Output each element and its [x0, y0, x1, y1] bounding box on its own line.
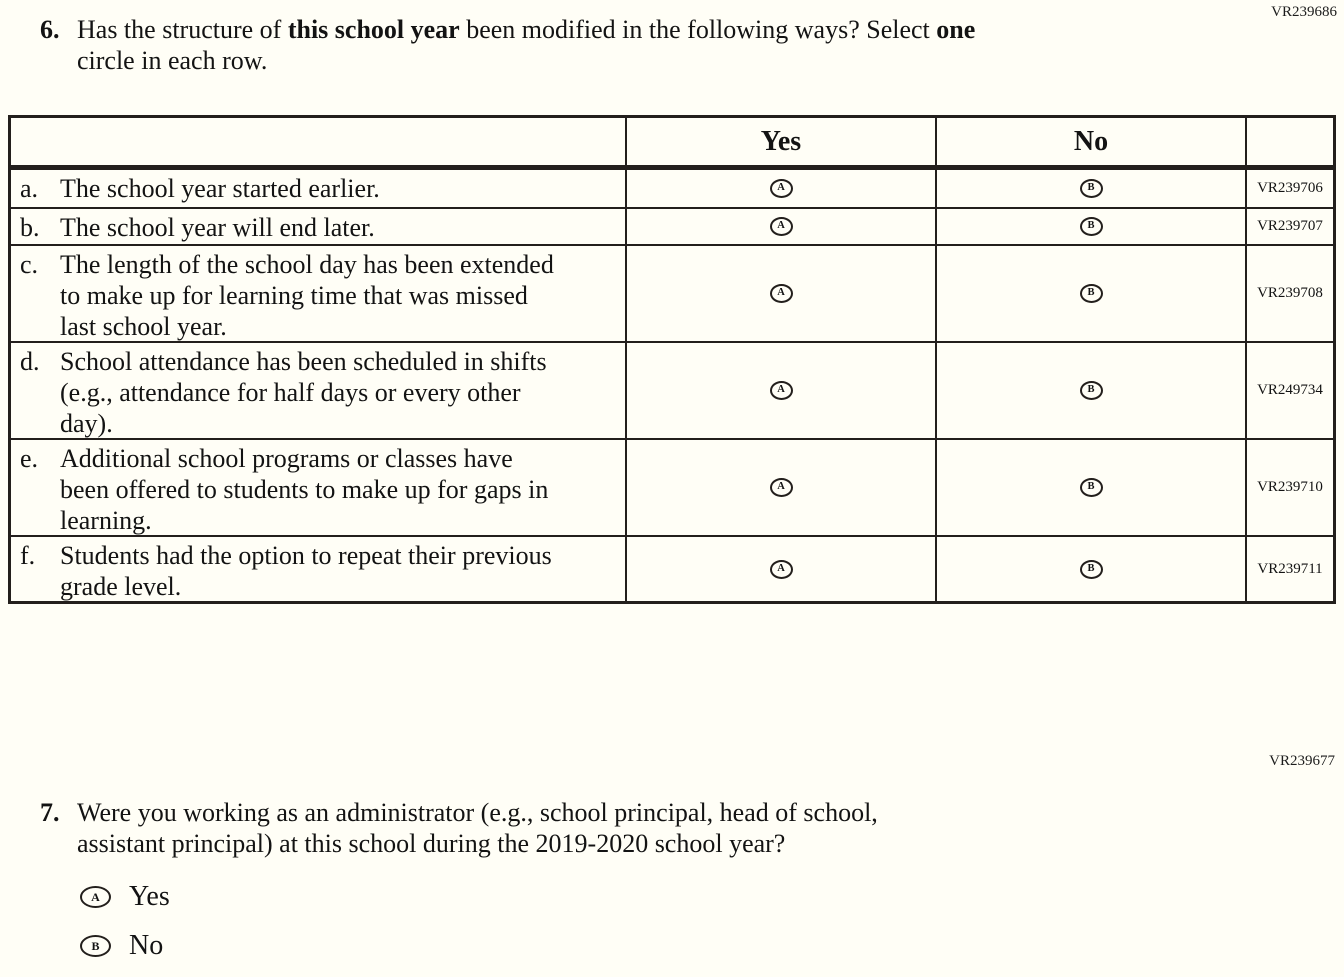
question7-number: 7.	[40, 798, 60, 827]
question7-line1: Were you working as an administrator (e.…	[77, 798, 878, 827]
no-cell: B	[935, 537, 1245, 601]
statement-cell: c. The length of the school day has been…	[11, 246, 625, 341]
no-radio[interactable]: B	[1079, 217, 1103, 236]
yes-radio[interactable]: A	[769, 217, 793, 236]
option-yes-label: Yes	[129, 881, 170, 912]
yes-cell: A	[625, 170, 935, 207]
yes-radio[interactable]: A	[769, 478, 793, 497]
row-statement: The school year will end later.	[60, 213, 375, 242]
row-statement: School attendance has been scheduled in …	[60, 347, 547, 438]
no-column-header: No	[1073, 125, 1109, 157]
yes-cell: A	[625, 343, 935, 438]
option-a-radio[interactable]: A	[80, 886, 111, 908]
question6-response-table: Yes No a. The school year started earlie…	[8, 115, 1336, 604]
table-row-c: c. The length of the school day has been…	[11, 244, 1333, 341]
yes-cell: A	[625, 209, 935, 244]
yes-radio[interactable]: A	[769, 284, 793, 303]
no-radio[interactable]: B	[1079, 381, 1103, 400]
header-yes-cell: Yes	[625, 118, 935, 165]
header-statement-cell	[11, 118, 625, 165]
row-code: VR239706	[1245, 170, 1333, 207]
no-radio[interactable]: B	[1079, 478, 1103, 497]
no-radio[interactable]: B	[1079, 559, 1103, 579]
question7-form-code: VR239677	[1269, 753, 1335, 769]
no-cell: B	[935, 440, 1245, 535]
question6-text: Has the structure of this school year be…	[77, 14, 975, 76]
statement-cell: e. Additional school programs or classes…	[11, 440, 625, 535]
row-code: VR249734	[1245, 343, 1333, 438]
header-code-cell	[1245, 118, 1333, 165]
row-letter: a.	[20, 174, 39, 203]
table-row-f: f. Students had the option to repeat the…	[11, 535, 1333, 601]
question6-bold1: this school year	[287, 15, 460, 44]
statement-cell: f. Students had the option to repeat the…	[11, 537, 625, 601]
yes-cell: A	[625, 246, 935, 341]
yes-radio[interactable]: A	[769, 381, 793, 400]
table-header-row: Yes No	[11, 118, 1333, 165]
yes-column-header: Yes	[760, 125, 802, 157]
row-code: VR239708	[1245, 246, 1333, 341]
statement-cell: d. School attendance has been scheduled …	[11, 343, 625, 438]
question6-seg1: Has the structure of	[77, 15, 288, 44]
option-b-radio[interactable]: B	[80, 935, 111, 957]
row-code: VR239707	[1245, 209, 1333, 244]
statement-cell: a. The school year started earlier.	[11, 170, 625, 207]
question7-text: Were you working as an administrator (e.…	[77, 797, 878, 859]
no-cell: B	[935, 343, 1245, 438]
question6-bold2: one	[936, 15, 976, 44]
question6-line2: circle in each row.	[77, 46, 268, 75]
header-no-cell: No	[935, 118, 1245, 165]
question7-option-yes[interactable]: A Yes	[80, 883, 170, 911]
no-cell: B	[935, 209, 1245, 244]
question7: 7. Were you working as an administrator …	[40, 797, 878, 859]
table-row-b: b. The school year will end later. A B V…	[11, 207, 1333, 244]
row-statement: Additional school programs or classes ha…	[60, 444, 549, 535]
yes-radio[interactable]: A	[769, 559, 793, 579]
yes-cell: A	[625, 440, 935, 535]
header-double-rule	[11, 165, 1333, 170]
question7-option-no[interactable]: B No	[80, 932, 163, 960]
row-code: VR239710	[1245, 440, 1333, 535]
question7-line2: assistant principal) at this school duri…	[77, 829, 786, 858]
option-no-label: No	[129, 930, 164, 961]
row-letter: b.	[20, 213, 40, 242]
no-radio[interactable]: B	[1079, 284, 1103, 303]
yes-radio[interactable]: A	[769, 179, 793, 198]
row-letter: e.	[20, 444, 39, 473]
no-cell: B	[935, 170, 1245, 207]
row-code: VR239711	[1245, 537, 1333, 601]
question6-form-code: VR239686	[1271, 4, 1337, 20]
question6-line1: Has the structure of this school year be…	[77, 14, 975, 45]
no-cell: B	[935, 246, 1245, 341]
question6-seg2: been modified in the following ways? Sel…	[459, 15, 937, 44]
row-statement: The school year started earlier.	[60, 174, 380, 203]
table-row-d: d. School attendance has been scheduled …	[11, 341, 1333, 438]
row-letter: d.	[20, 347, 40, 376]
statement-cell: b. The school year will end later.	[11, 209, 625, 244]
no-radio[interactable]: B	[1079, 179, 1103, 198]
table-row-e: e. Additional school programs or classes…	[11, 438, 1333, 535]
question6: 6. Has the structure of this school year…	[40, 14, 975, 76]
row-statement: The length of the school day has been ex…	[60, 250, 554, 341]
yes-cell: A	[625, 537, 935, 601]
row-letter: c.	[20, 250, 39, 279]
row-letter: f.	[20, 541, 36, 570]
question6-number: 6.	[40, 15, 60, 44]
row-statement: Students had the option to repeat their …	[60, 541, 552, 601]
table-row-a: a. The school year started earlier. A B …	[11, 170, 1333, 207]
